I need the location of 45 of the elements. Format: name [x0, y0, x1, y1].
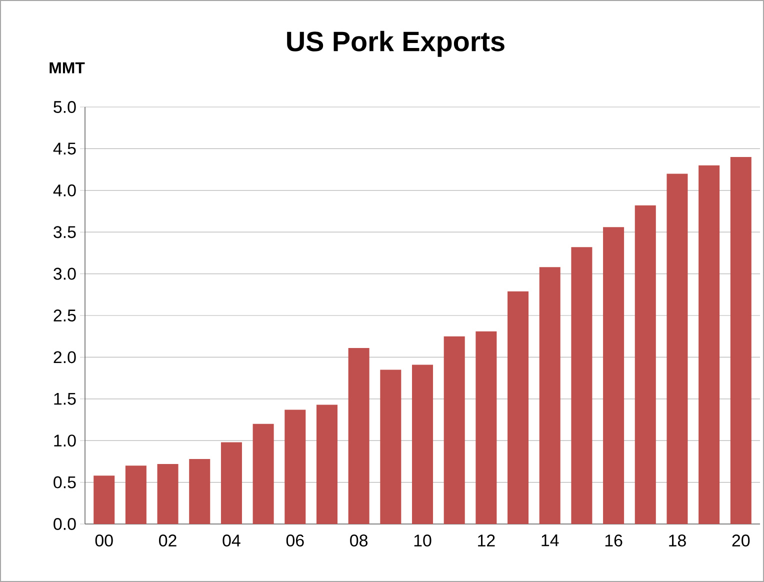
bar: [476, 331, 497, 524]
bar: [316, 404, 338, 524]
y-tick-label: 4.0: [53, 184, 76, 196]
bar: [220, 442, 242, 524]
y-tick-label: 5.0: [54, 101, 76, 114]
y-axis-title: MMT: [50, 62, 85, 74]
y-tick-label: 1.0: [54, 434, 76, 447]
x-tick-label: 18: [669, 534, 686, 547]
bar: [284, 410, 306, 524]
y-tick-label: 0.5: [54, 476, 76, 488]
chart-title: US Pork Exports: [287, 30, 504, 57]
bar: [698, 165, 720, 524]
y-tick-label: 4.5: [53, 142, 76, 155]
x-tick-label: 02: [159, 534, 176, 547]
bar: [380, 370, 402, 524]
bar: [634, 205, 656, 524]
bar: [189, 458, 210, 524]
bar: [125, 466, 146, 524]
bar: [444, 336, 465, 524]
x-tick-label: 08: [350, 534, 368, 547]
bar: [730, 157, 752, 524]
bar: [348, 348, 370, 524]
x-tick-label: 06: [286, 534, 304, 547]
x-tick-label: 04: [222, 534, 240, 547]
x-tick-label: 00: [95, 534, 113, 547]
bar: [94, 476, 115, 524]
x-tick-label: 10: [414, 534, 432, 547]
bar: [412, 364, 434, 524]
bar: [157, 464, 178, 524]
y-tick-label: 3.0: [54, 268, 76, 280]
bar: [539, 267, 560, 524]
bar: [252, 424, 274, 524]
y-tick-label: 0.0: [54, 518, 76, 530]
x-tick-label: 20: [732, 534, 750, 547]
bar: [603, 227, 624, 524]
y-tick-label: 1.5: [54, 392, 76, 405]
x-tick-label: 12: [478, 534, 495, 546]
x-tick-label: 14: [542, 534, 559, 546]
bar: [666, 174, 688, 524]
y-tick-label: 3.5: [54, 226, 76, 238]
y-tick-label: 2.5: [54, 310, 76, 322]
bar: [571, 247, 592, 524]
bar: [508, 291, 529, 524]
x-tick-label: 16: [605, 534, 622, 547]
y-tick-label: 2.0: [54, 351, 76, 364]
